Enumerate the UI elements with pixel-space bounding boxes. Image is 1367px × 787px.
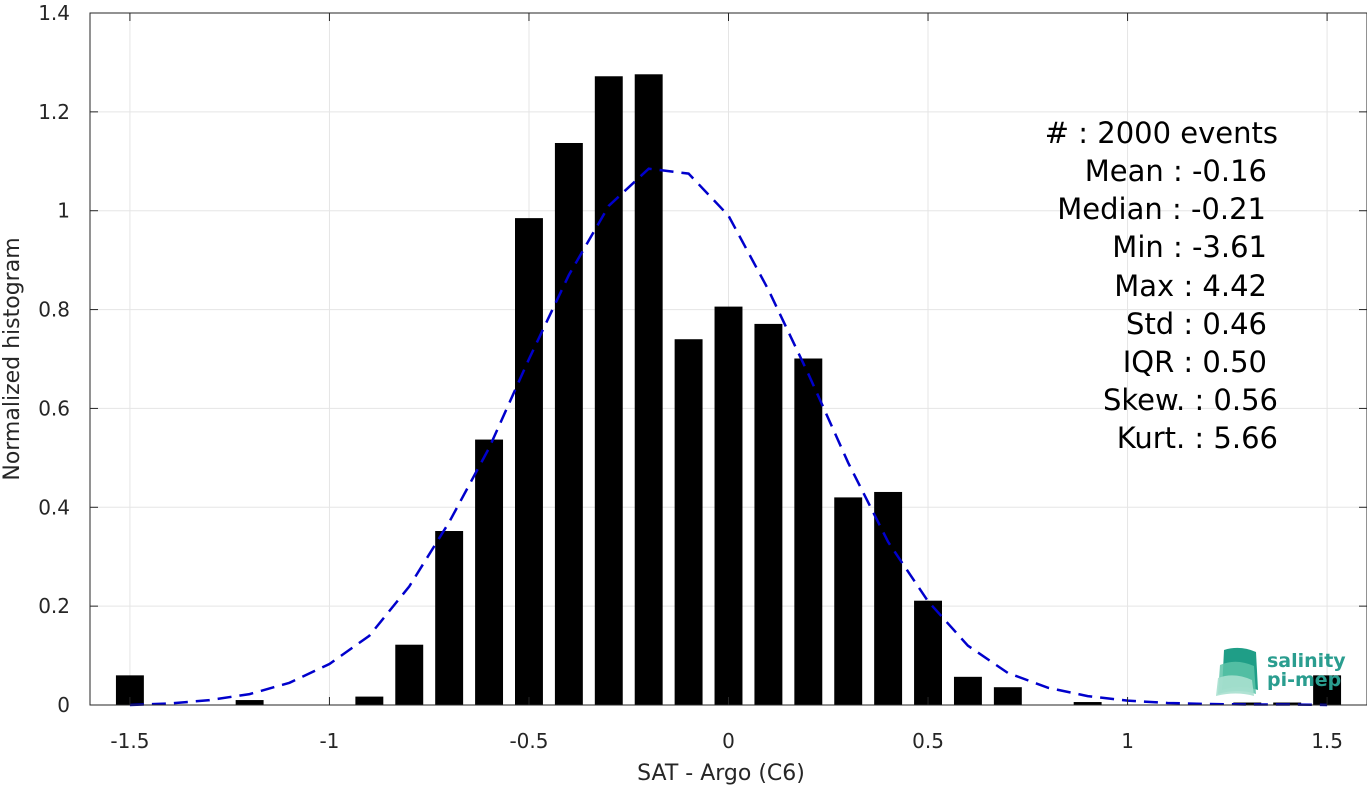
histogram-bar: [435, 531, 464, 705]
histogram-bar: [594, 76, 623, 706]
y-tick-label: 0.2: [38, 594, 70, 618]
x-tick-label: 0.5: [912, 729, 944, 753]
histogram-bar: [1073, 702, 1102, 705]
stats-annotation: # : 2000 events Mean : -0.16 Median : -0…: [1045, 116, 1278, 455]
histogram-bar: [1233, 702, 1262, 705]
stat-skew: Skew. : 0.56: [1103, 383, 1278, 417]
stat-iqr: IQR : 0.50: [1123, 345, 1267, 379]
histogram-bar: [395, 644, 424, 705]
y-tick-label: 0: [57, 693, 70, 717]
stat-kurt: Kurt. : 5.66: [1117, 421, 1278, 455]
histogram-bar: [355, 696, 384, 705]
stat-max: Max : 4.42: [1114, 269, 1267, 303]
histogram-bar: [235, 700, 264, 705]
histogram-bar: [953, 676, 982, 705]
histogram-bars: [115, 74, 1342, 706]
histogram-bar: [874, 491, 903, 705]
histogram-bar: [794, 358, 823, 705]
y-tick-label: 1.2: [38, 100, 70, 124]
axis-ticks: [90, 12, 1367, 706]
logo-text-pimep: pi-mep: [1267, 669, 1341, 691]
histogram-bar: [714, 306, 743, 705]
x-tick-label: -1: [319, 729, 339, 753]
histogram-bar: [834, 497, 863, 705]
x-tick-label: -0.5: [509, 729, 548, 753]
histogram-bar: [754, 323, 783, 705]
histogram-bar: [634, 74, 663, 705]
x-axis-label: SAT - Argo (C6): [637, 761, 805, 786]
x-tick-label: 0: [722, 729, 735, 753]
x-tick-label: 1.5: [1311, 729, 1343, 753]
x-tick-label: -1.5: [110, 729, 149, 753]
y-tick-label: 0.4: [38, 495, 70, 519]
grid-lines: [90, 12, 1367, 706]
y-tick-labels: 0 0.2 0.4 0.6 0.8 1 1.2 1.4: [38, 1, 70, 717]
y-tick-label: 1: [57, 199, 70, 223]
stat-mean: Mean : -0.16: [1085, 154, 1267, 188]
x-tick-label: 1: [1121, 729, 1134, 753]
y-tick-label: 1.4: [38, 1, 70, 25]
y-tick-label: 0.6: [38, 396, 70, 420]
logo-text-salinity: salinity: [1267, 650, 1346, 672]
stat-count: # : 2000 events: [1045, 116, 1278, 150]
salinity-pimep-logo: salinity pi-mep: [1216, 647, 1346, 696]
x-tick-labels: -1.5 -1 -0.5 0 0.5 1 1.5: [110, 729, 1343, 753]
histogram-bar: [515, 218, 543, 705]
histogram-bar: [914, 600, 942, 705]
histogram-bar: [554, 142, 583, 706]
histogram-bar: [993, 687, 1022, 705]
wave-logo-icon: [1216, 647, 1258, 696]
stat-std: Std : 0.46: [1126, 307, 1267, 341]
y-tick-label: 0.8: [38, 298, 70, 322]
histogram-bar: [674, 339, 703, 705]
stat-min: Min : -3.61: [1112, 230, 1267, 264]
y-axis-label: Normalized histogram: [0, 237, 25, 480]
histogram-bar: [475, 439, 504, 705]
stat-median: Median : -0.21: [1057, 192, 1266, 226]
